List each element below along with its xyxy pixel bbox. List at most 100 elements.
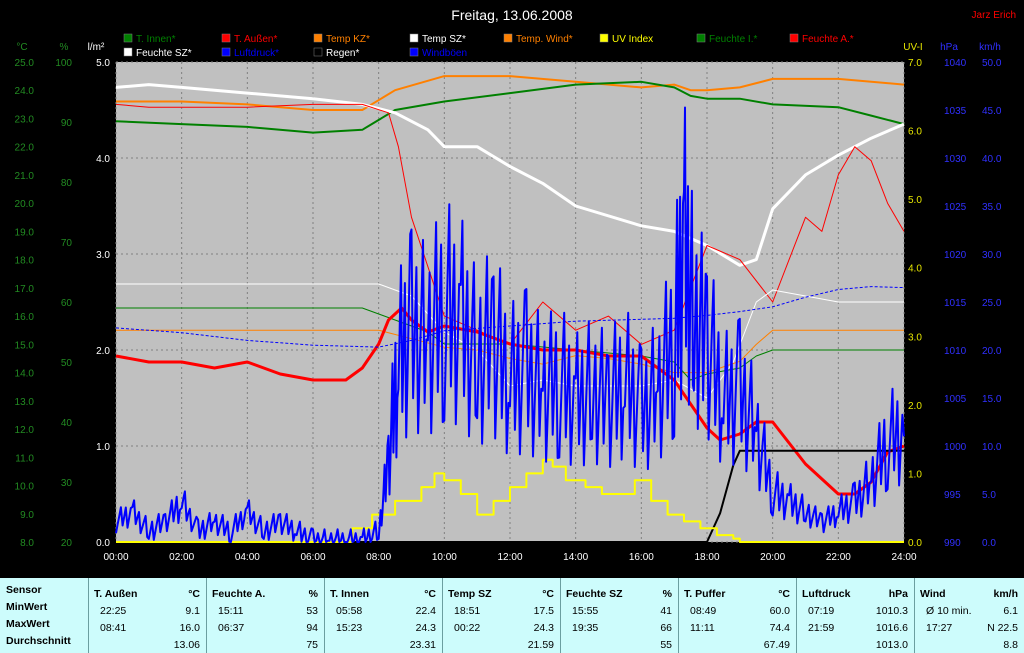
max-time: 06:37 [218,622,245,634]
y-tick-label-pressure: 1025 [944,202,967,213]
column-title: Feuchte SZ [566,588,623,600]
y-tick-label-temp: 16.0 [15,312,35,323]
y-tick-label-temp: 21.0 [15,171,35,182]
max-time: 19:35 [572,622,599,634]
legend-label: Luftdruck* [234,48,279,59]
summary-label-column [0,578,89,653]
y-tick-label-uv: 0.0 [908,538,922,549]
weather-chart: Freitag, 13.06.2008 Jarz Erich T. Innen* T.… [15,7,1016,563]
max-time: 15:23 [336,622,363,634]
axis-unit-temp: °C [16,42,27,53]
max-time: 08:41 [100,622,127,634]
avg-value: 75 [306,639,318,651]
column-unit: % [308,588,318,600]
y-tick-label-temp: 13.0 [15,397,35,408]
x-tick-label: 10:00 [432,552,457,563]
y-tick-label-temp: 9.0 [20,510,34,521]
axis-unit-uv: UV-I [903,42,922,53]
avg-value: 55 [660,639,672,651]
column-unit: % [662,588,672,600]
legend-label: Feuchte A.* [802,34,854,45]
legend-swatch [123,47,133,57]
avg-value: 23.31 [409,639,436,651]
min-time: Ø 10 min. [926,605,972,617]
series-line-windb-en [115,106,905,543]
y-tick-label-temp: 8.0 [20,538,34,549]
series-line-regen- [116,449,904,543]
y-tick-label-humidity: 20 [61,538,73,549]
x-tick-label: 12:00 [497,552,522,563]
summary-column: Wind km/h Ø 10 min. 6.1 17:27 N 22.5 8.8 [914,578,1024,653]
legend-label: Regen* [326,48,359,59]
summary-column: Feuchte SZ% 15:55 41 19:35 66 55 [560,578,679,653]
y-tick-label-uv: 2.0 [908,401,922,412]
x-tick-label: 02:00 [169,552,194,563]
summary-table: Sensor MinWert MaxWert Durchschnitt T. A… [0,578,1024,653]
max-value: 16.0 [179,622,200,634]
column-title: Temp SZ [448,588,492,600]
min-time: 05:58 [336,605,363,617]
y-tick-label-pressure: 1000 [944,442,967,453]
y-tick-label-temp: 22.0 [15,143,35,154]
max-value: 74.4 [769,622,790,634]
y-tick-label-humidity: 80 [61,178,73,189]
y-tick-label-humidity: 50 [61,358,73,369]
column-title: Luftdruck [802,588,851,600]
author-label: Jarz Erich [972,10,1016,21]
legend-label: UV Index [612,34,653,45]
y-tick-label-temp: 17.0 [15,284,35,295]
min-time: 22:25 [100,605,127,617]
y-tick-label-pressure: 990 [944,538,961,549]
x-tick-label: 18:00 [694,552,719,563]
axis-unit-wind: km/h [979,42,1001,53]
max-value: 24.3 [533,622,554,634]
legend-swatch [696,33,706,43]
legend-swatch [409,47,419,57]
legend-swatch [313,47,323,57]
column-title: T. Innen [330,588,370,600]
y-tick-label-temp: 25.0 [15,58,35,69]
y-tick-label-wind: 25.0 [982,298,1002,309]
row-label-sensor: Sensor [6,584,42,596]
min-time: 15:55 [572,605,599,617]
chart-area: Freitag, 13.06.2008 Jarz Erich T. Innen* T.… [14,7,1016,563]
axis-unit-pressure: hPa [940,42,958,53]
y-tick-label-wind: 10.0 [982,442,1002,453]
y-tick-label-wind: 5.0 [982,490,996,501]
axis-unit-humidity: % [60,42,69,53]
min-value: 60.0 [769,605,790,617]
min-time: 07:19 [808,605,835,617]
y-tick-label-pressure: 1035 [944,106,967,117]
min-value: 1010.3 [875,605,908,617]
legend-swatch [789,33,799,43]
column-title: Wind [920,588,946,600]
max-time: 11:11 [690,622,715,634]
row-label-avg: Durchschnitt [6,635,71,647]
y-tick-label-temp: 19.0 [15,227,35,238]
y-tick-label-rain: 1.0 [96,442,110,453]
min-value: 41 [660,605,672,617]
column-title: T. Außen [94,588,138,600]
y-tick-label-humidity: 70 [61,238,73,249]
x-tick-label: 16:00 [629,552,654,563]
y-tick-label-wind: 20.0 [982,346,1002,357]
series-line-uv-index [116,458,904,543]
y-tick-label-humidity: 40 [61,418,73,429]
y-tick-label-wind: 40.0 [982,154,1002,165]
y-tick-label-uv: 1.0 [908,469,922,480]
column-unit: °C [778,588,790,600]
y-tick-label-pressure: 1040 [944,58,967,69]
chart-title: Freitag, 13.06.2008 [451,7,573,23]
y-tick-label-temp: 23.0 [15,114,35,125]
avg-value: 1013.0 [875,639,908,651]
legend-swatch [503,33,513,43]
row-label-max: MaxWert [6,618,50,630]
legend-swatch [313,33,323,43]
min-value: 17.5 [533,605,554,617]
max-value: 1016.6 [875,622,908,634]
y-tick-label-temp: 15.0 [15,340,35,351]
summary-column: T. Puffer °C 08:49 60.0 11:11 74.4 67.49 [678,578,797,653]
y-tick-label-humidity: 30 [61,478,73,489]
series-line-temp-sz- [115,83,905,267]
y-tick-label-rain: 3.0 [96,250,110,261]
